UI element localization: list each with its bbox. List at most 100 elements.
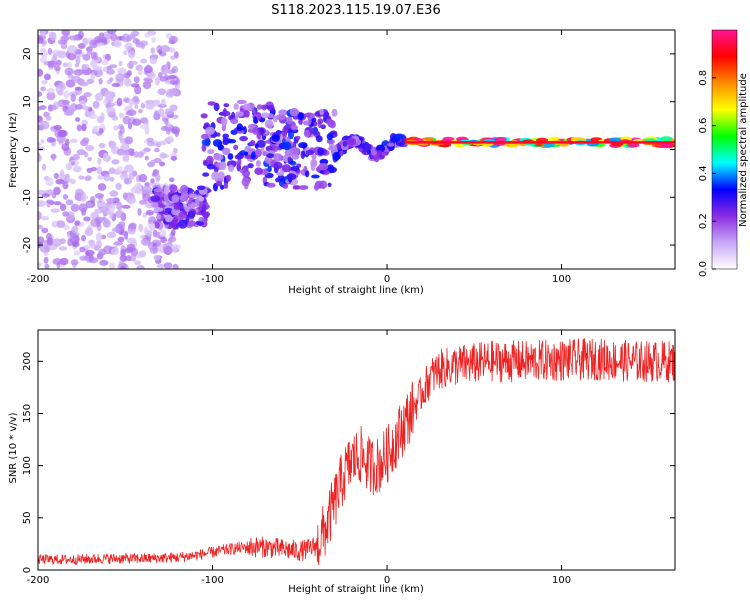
spectrogram-cell [169, 184, 178, 193]
spectrogram-cell [255, 148, 262, 158]
spectrogram-cell [242, 103, 252, 111]
colorbar-tick-label: 0.8 [698, 70, 709, 86]
spectrogram-cell [70, 93, 76, 102]
spectrogram-cell [194, 198, 200, 207]
spectrogram-cell [153, 254, 161, 261]
spectrogram-cell [227, 139, 237, 144]
spectrogram-cell [287, 156, 292, 162]
spectrogram-cell [205, 126, 215, 135]
spectrogram-cell [97, 183, 107, 191]
spectrogram-cell [152, 245, 159, 254]
spectrogram-cell [92, 100, 100, 109]
spectrogram-cell [233, 144, 239, 150]
spectrogram-cell [109, 77, 114, 82]
x-tick-label: -200 [27, 575, 50, 586]
spectrogram-cell [153, 110, 160, 118]
spectrogram-cell [300, 150, 306, 159]
spectrogram-cell [303, 129, 311, 138]
spectrogram-cell [191, 202, 196, 209]
spectrogram-cell [254, 143, 259, 149]
spectrogram-cell [98, 142, 106, 149]
spectrogram-cell [262, 150, 268, 156]
spectrogram-cell [151, 202, 160, 208]
spectrogram-cell [200, 113, 208, 119]
spectrogram-xlabel: Height of straight line (km) [288, 285, 424, 296]
spectrogram-cell [81, 234, 86, 242]
spectrogram-cell [98, 78, 103, 85]
spectrogram-cell [41, 80, 48, 85]
spectrogram-cell [291, 154, 300, 160]
spectrogram-cell [659, 143, 672, 149]
spectrogram-cell [297, 112, 304, 120]
spectrogram-cell [88, 257, 99, 264]
spectrogram-cell [241, 177, 250, 187]
spectrogram-cell [254, 167, 263, 175]
x-tick-label: 0 [384, 274, 390, 285]
spectrogram-cell [283, 124, 292, 130]
spectrogram-cell [81, 64, 89, 71]
spectrogram-cell [195, 221, 204, 226]
spectrogram-cell [156, 214, 162, 220]
spectrogram-cell [251, 151, 256, 160]
spectrogram-cell [117, 67, 127, 76]
spectrogram-ylabel: Frequency (Hz) [8, 112, 19, 188]
spectrogram-cell [41, 163, 47, 171]
spectrogram-cell [219, 161, 227, 171]
spectrogram-cell [267, 165, 272, 173]
y-tick-label: 0 [22, 146, 33, 152]
spectrogram-cell [150, 159, 156, 165]
spectrogram-cell [74, 63, 80, 68]
spectrogram-cell [256, 104, 263, 110]
spectrogram-cell [339, 150, 344, 157]
spectrogram-cell [298, 185, 309, 190]
spectrogram-cell [164, 118, 169, 125]
spectrogram-cell [72, 153, 80, 161]
spectrogram-cell [149, 57, 157, 65]
spectrogram-cell [72, 165, 82, 173]
x-tick-label: -200 [27, 274, 50, 285]
spectrogram-cell [78, 30, 84, 39]
spectrogram-cell [302, 120, 311, 126]
spectrogram-cell [261, 104, 267, 111]
spectrogram-cell [313, 183, 320, 191]
spectrogram-cell [49, 137, 57, 143]
spectrogram-cell [49, 31, 57, 41]
spectrogram-cell [78, 175, 85, 180]
spectrogram-cell [278, 109, 288, 116]
spectrogram-cell [99, 259, 109, 266]
spectrogram-cell [101, 59, 109, 66]
spectrogram-cell [266, 153, 275, 158]
spectrogram-cell [201, 204, 207, 213]
spectrogram-cell [94, 216, 104, 224]
spectrogram-cell [70, 161, 76, 166]
spectrogram-cell [276, 171, 285, 176]
spectrogram-cell [115, 182, 122, 190]
spectrogram-cell [290, 124, 298, 131]
spectrogram-cell [75, 220, 81, 226]
spectrogram-cell [155, 76, 160, 86]
spectrogram-cell [173, 204, 184, 210]
spectrogram-cell [103, 217, 109, 225]
spectrogram-cell [253, 116, 258, 124]
spectrogram-cell [75, 117, 81, 122]
spectrogram-cell [62, 211, 70, 217]
y-tick-label: 100 [22, 456, 33, 475]
spectrogram-cell [82, 106, 90, 111]
spectrogram-cell [54, 65, 61, 72]
spectrogram-cell [80, 196, 86, 202]
spectrogram-cell [123, 50, 128, 56]
y-tick-label: 150 [22, 404, 33, 423]
spectrogram-cell [323, 170, 330, 175]
spectrogram-cell [211, 171, 220, 181]
spectrogram-cell [111, 227, 121, 233]
spectrogram-cell [46, 91, 56, 101]
spectrogram-cell [53, 124, 62, 131]
spectrogram-cell [45, 115, 52, 121]
spectrogram-cell [171, 126, 181, 135]
spectrogram-cell [72, 241, 80, 248]
spectrogram-cell [82, 53, 91, 61]
spectrogram-cell [154, 147, 160, 153]
spectrogram-cell [57, 39, 63, 45]
spectrogram-cell [124, 42, 133, 51]
spectrogram-cell [159, 45, 170, 53]
